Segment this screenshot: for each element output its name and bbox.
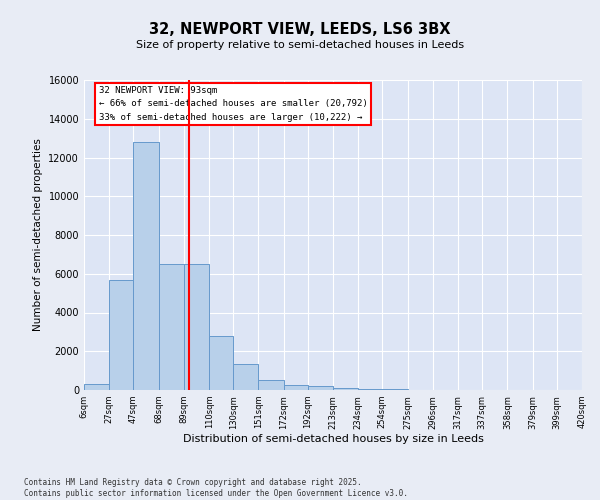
Bar — [358, 389, 382, 390]
Bar — [308, 386, 333, 390]
Bar — [84, 384, 109, 390]
Text: Contains HM Land Registry data © Crown copyright and database right 2025.
Contai: Contains HM Land Registry data © Crown c… — [24, 478, 408, 498]
Text: 32, NEWPORT VIEW, LEEDS, LS6 3BX: 32, NEWPORT VIEW, LEEDS, LS6 3BX — [149, 22, 451, 38]
Bar — [209, 336, 233, 390]
Text: 32 NEWPORT VIEW: 93sqm
← 66% of semi-detached houses are smaller (20,792)
33% of: 32 NEWPORT VIEW: 93sqm ← 66% of semi-det… — [99, 86, 368, 122]
Bar — [333, 388, 358, 390]
Text: Size of property relative to semi-detached houses in Leeds: Size of property relative to semi-detach… — [136, 40, 464, 50]
Bar — [259, 380, 284, 390]
Bar — [184, 264, 209, 390]
Bar — [158, 264, 184, 390]
X-axis label: Distribution of semi-detached houses by size in Leeds: Distribution of semi-detached houses by … — [182, 434, 484, 444]
Bar — [233, 364, 259, 390]
Y-axis label: Number of semi-detached properties: Number of semi-detached properties — [33, 138, 43, 332]
Bar — [109, 280, 133, 390]
Bar — [284, 385, 308, 390]
Bar — [133, 142, 158, 390]
